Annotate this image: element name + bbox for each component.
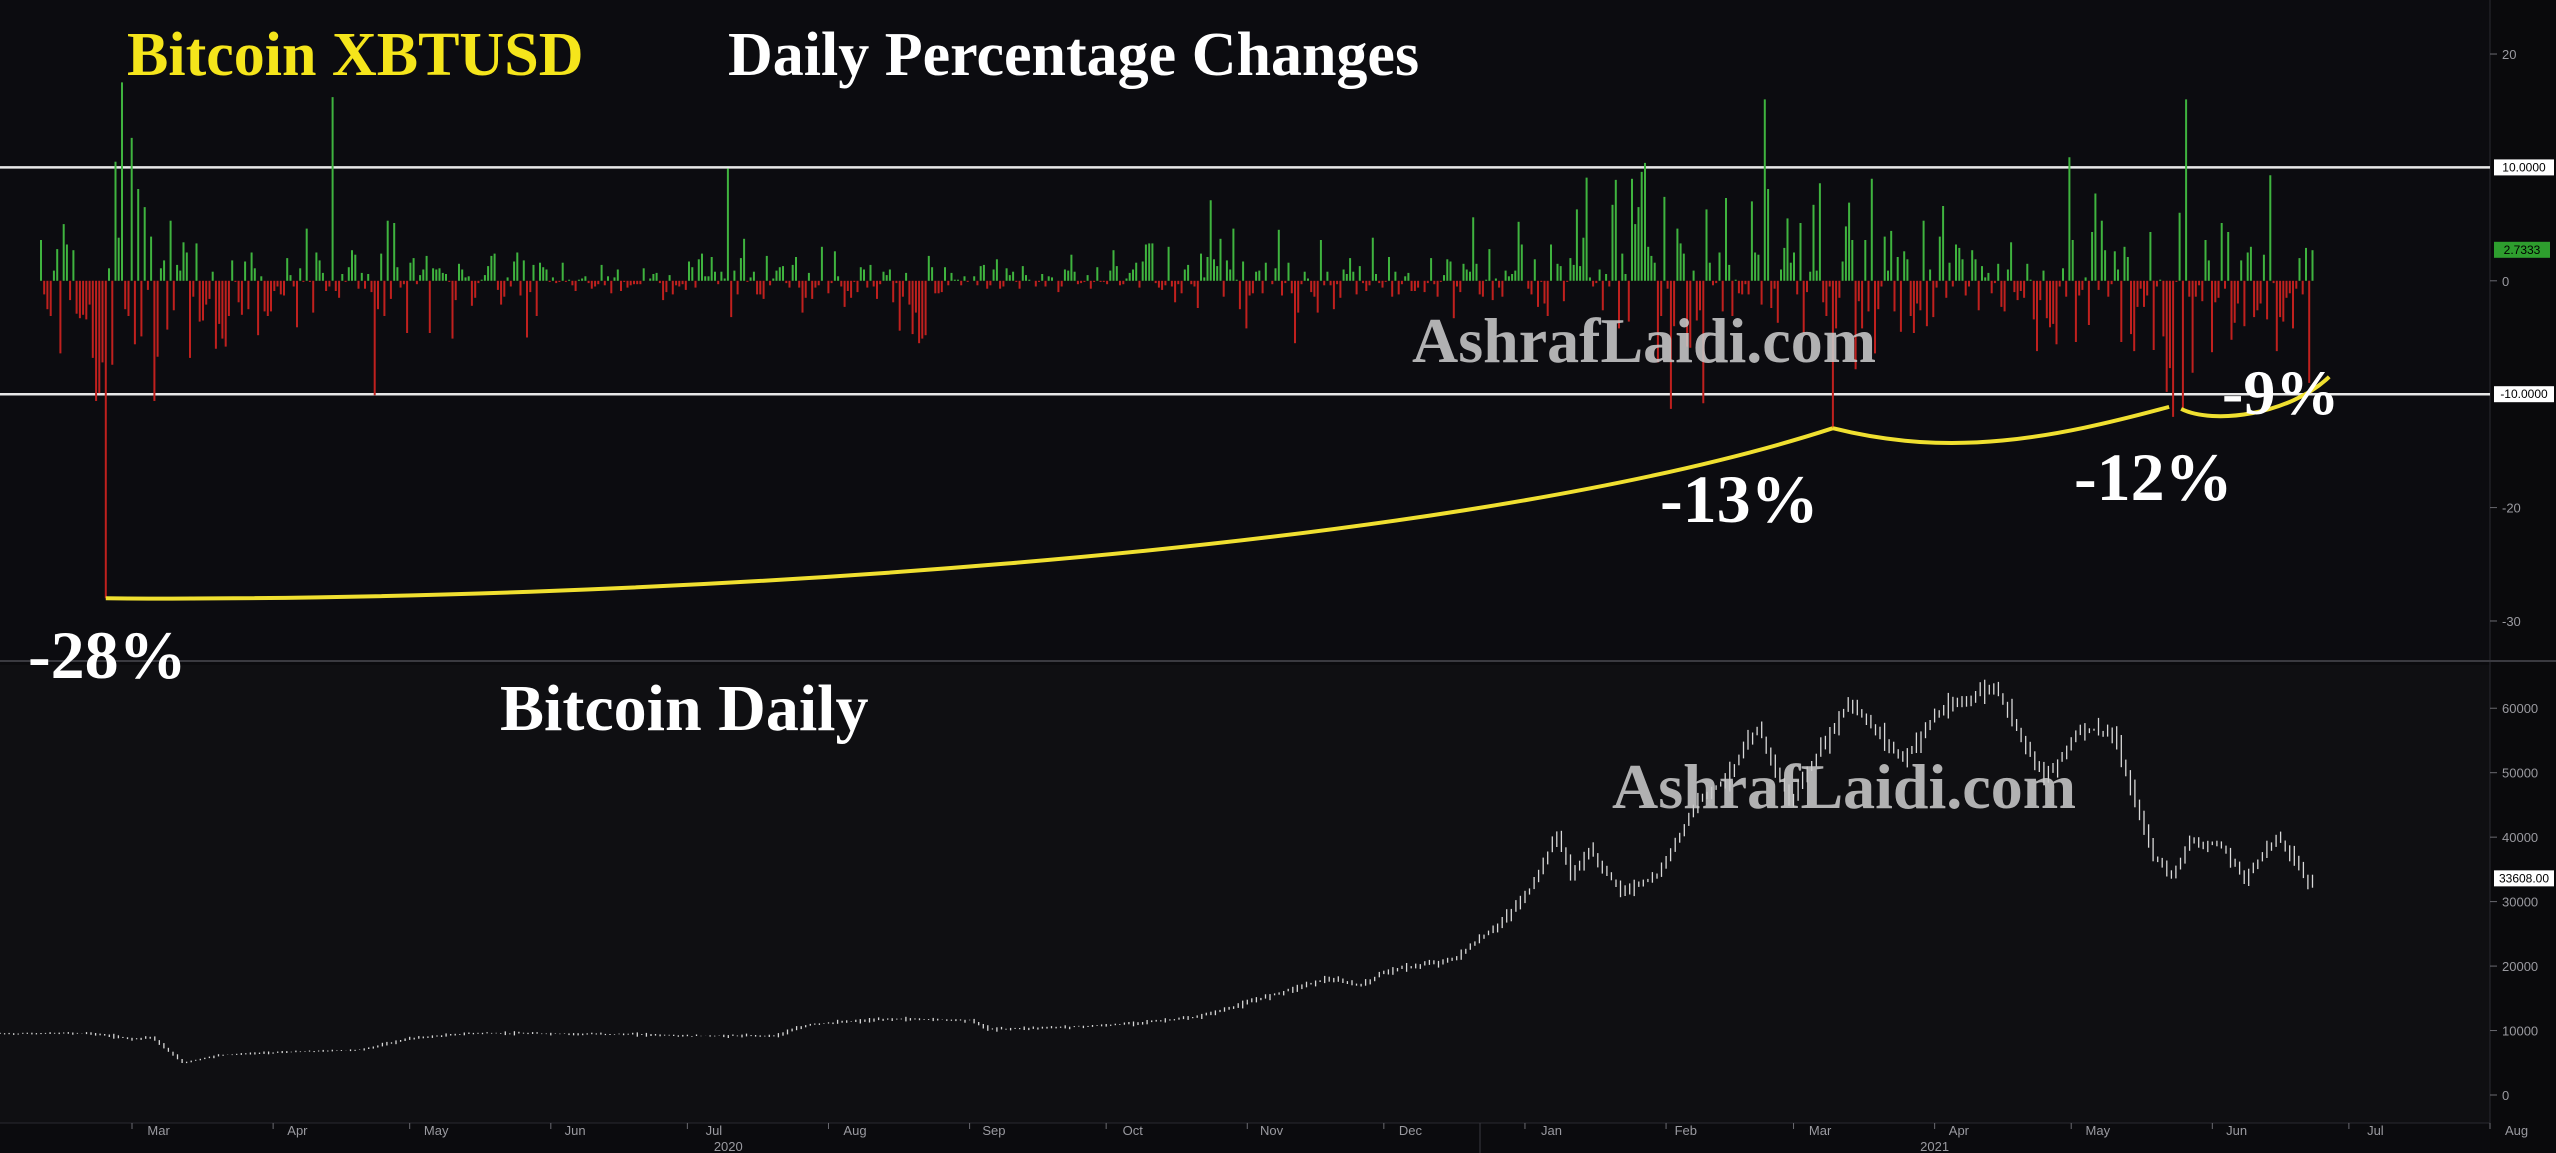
lower-y-tick-label: 50000 bbox=[2502, 766, 2538, 781]
x-month-label: Oct bbox=[1123, 1123, 1144, 1138]
annotation-minus-28: -28% bbox=[28, 617, 187, 693]
percentage-bars bbox=[40, 82, 2314, 599]
x-month-label: Apr bbox=[287, 1123, 308, 1138]
x-month-label: May bbox=[424, 1123, 449, 1138]
x-month-label: Jul bbox=[706, 1123, 723, 1138]
price-candles bbox=[0, 679, 2314, 1064]
x-month-label: Mar bbox=[1809, 1123, 1832, 1138]
lower-y-tick-label: 0 bbox=[2502, 1088, 2509, 1103]
right-axis bbox=[2490, 0, 2556, 1153]
watermark-upper: AshrafLaidi.com bbox=[1412, 305, 1876, 376]
title-left: Bitcoin XBTUSD bbox=[127, 21, 583, 89]
x-month-label: Sep bbox=[982, 1123, 1005, 1138]
last-value-lower-text: 33608.00 bbox=[2499, 871, 2549, 885]
title-right: Daily Percentage Changes bbox=[728, 21, 1419, 89]
last-value-badge-lower: 33608.00 bbox=[2494, 870, 2554, 887]
lower-y-tick-label: 60000 bbox=[2502, 701, 2538, 716]
x-month-label: Aug bbox=[843, 1123, 866, 1138]
upper-y-tick-label: -30 bbox=[2502, 614, 2521, 629]
upper-panel bbox=[0, 0, 2490, 660]
annotation-minus-12: -12% bbox=[2074, 439, 2233, 515]
last-value-badge-upper: 2.7333 bbox=[2494, 241, 2550, 258]
x-month-label: Jun bbox=[565, 1123, 586, 1138]
x-month-label: Jun bbox=[2226, 1123, 2247, 1138]
lower-y-tick-label: 10000 bbox=[2502, 1024, 2538, 1039]
reference-label-top: 10.0000 bbox=[2494, 159, 2554, 176]
x-month-label: Jul bbox=[2367, 1123, 2384, 1138]
reference-label-bottom: -10.0000 bbox=[2494, 386, 2554, 403]
x-month-label: Aug bbox=[2505, 1123, 2528, 1138]
x-year-label: 2021 bbox=[1920, 1139, 1949, 1153]
annotation-curve-main bbox=[105, 426, 1834, 601]
lower-y-axis: 60000 50000 40000 30000 20000 10000 0 bbox=[2490, 701, 2538, 1103]
annotation-minus-13: -13% bbox=[1660, 461, 1819, 537]
upper-y-tick-label: 0 bbox=[2502, 274, 2509, 289]
x-month-label: Mar bbox=[147, 1123, 170, 1138]
reference-label-bottom-text: -10.0000 bbox=[2500, 387, 2548, 401]
x-month-label: Nov bbox=[1260, 1123, 1284, 1138]
x-month-label: May bbox=[2086, 1123, 2111, 1138]
upper-y-tick-label: -20 bbox=[2502, 501, 2521, 516]
annotation-minus-9: -9% bbox=[2222, 357, 2339, 428]
x-axis: Mar Apr May Jun Jul Aug Sep Oct Nov Dec Jan Feb Mar A… bbox=[131, 1123, 2528, 1153]
x-month-label: Apr bbox=[1949, 1123, 1970, 1138]
watermark-lower: AshrafLaidi.com bbox=[1612, 751, 2076, 822]
upper-y-tick-label: 20 bbox=[2502, 47, 2516, 62]
lower-y-tick-label: 30000 bbox=[2502, 895, 2538, 910]
upper-y-axis: 20 0 -20 -30 bbox=[2490, 47, 2521, 629]
lower-title: Bitcoin Daily bbox=[500, 672, 869, 745]
last-value-upper-text: 2.7333 bbox=[2504, 243, 2541, 257]
annotation-curve-middle bbox=[1832, 404, 2170, 445]
x-month-label: Jan bbox=[1541, 1123, 1562, 1138]
x-month-label: Feb bbox=[1675, 1123, 1697, 1138]
x-year-label: 2020 bbox=[714, 1139, 743, 1153]
lower-panel bbox=[0, 665, 2490, 1123]
reference-label-top-text: 10.0000 bbox=[2502, 160, 2546, 174]
annotation-curve-end bbox=[2180, 375, 2331, 419]
lower-y-tick-label: 20000 bbox=[2502, 959, 2538, 974]
x-month-label: Dec bbox=[1399, 1123, 1423, 1138]
lower-y-tick-label: 40000 bbox=[2502, 830, 2538, 845]
